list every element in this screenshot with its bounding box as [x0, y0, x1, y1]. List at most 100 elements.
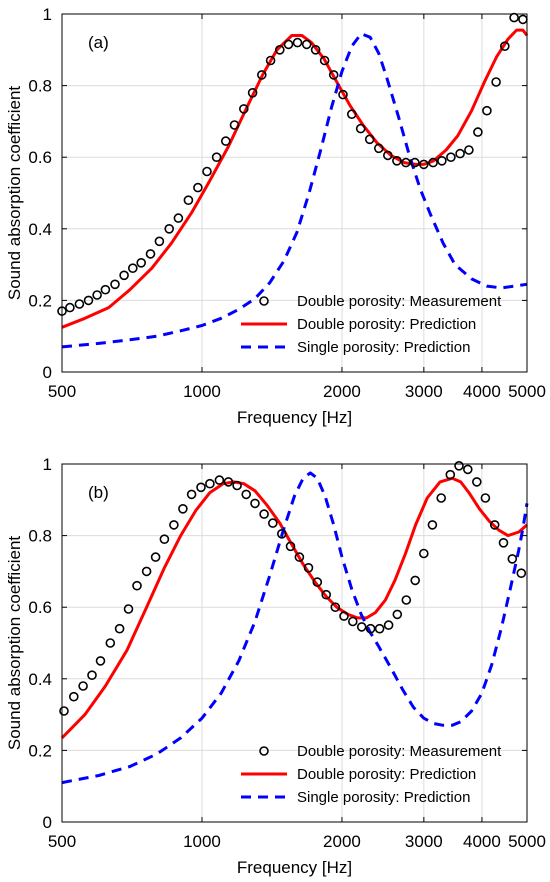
measurement-point	[154, 236, 165, 247]
measurement-point	[473, 127, 483, 137]
plot-area	[62, 464, 527, 822]
measurement-point	[436, 493, 447, 503]
measurement-point	[482, 105, 492, 116]
measurement-point	[95, 656, 106, 666]
measurement-point	[211, 152, 222, 162]
x-tick-label: 4000	[463, 382, 501, 401]
measurement-point	[338, 89, 348, 100]
measurement-point	[499, 41, 510, 52]
measurement-point	[150, 552, 161, 562]
measurement-point	[310, 44, 321, 55]
measurement-point	[202, 166, 212, 177]
measurement-point	[347, 616, 358, 627]
measurement-point	[292, 37, 303, 48]
x-tick-label: 1000	[183, 382, 221, 401]
y-tick-label: 0.4	[28, 220, 52, 239]
y-tick-label: 0.8	[28, 77, 52, 96]
measurement-point	[303, 562, 314, 573]
legend-entry-label: Single porosity: Prediction	[297, 339, 470, 356]
measurement-point	[259, 509, 269, 519]
measurement-point	[164, 224, 174, 234]
y-tick-label: 0.6	[28, 598, 52, 617]
measurement-point	[92, 290, 102, 300]
x-axis-label: Frequency [Hz]	[237, 858, 352, 877]
measurement-point	[498, 537, 509, 548]
measurement-point	[301, 39, 312, 50]
measurement-point	[489, 520, 500, 530]
measurement-point	[183, 195, 194, 205]
y-tick-label: 0.2	[28, 291, 52, 310]
measurement-point	[205, 478, 215, 489]
measurement-point	[356, 622, 367, 632]
measurement-point	[169, 520, 179, 530]
plot-area	[62, 14, 527, 372]
y-tick-label: 1	[43, 5, 52, 24]
measurement-point	[59, 706, 69, 716]
measurement-point	[229, 120, 240, 130]
double-porosity-prediction-line	[60, 476, 528, 739]
x-tick-label: 5000	[508, 832, 546, 851]
measurement-point	[285, 541, 296, 552]
measurement-point	[159, 534, 170, 545]
legend: Double porosity: Measurement Double poros…	[241, 743, 502, 806]
x-axis-label: Frequency [Hz]	[237, 408, 352, 427]
measurement-point	[214, 475, 225, 485]
x-tick-label: 500	[48, 832, 76, 851]
measurement-point	[110, 279, 120, 290]
legend-marker-measurement	[259, 746, 269, 756]
measurement-point	[516, 568, 527, 579]
measurement-point	[418, 548, 429, 559]
measurement-point	[365, 623, 376, 634]
x-tick-label: 3000	[405, 382, 443, 401]
x-tick-label: 5000	[508, 382, 546, 401]
measurement-point	[250, 498, 260, 509]
measurement-point	[428, 157, 438, 168]
chart-panel-a: 500 1000 2000 3000 4000 5000 0 0.2 0.4 0.6 0.8 1 Fre…	[5, 5, 546, 427]
measurement-point	[223, 477, 234, 487]
y-tick-label: 0.4	[28, 670, 52, 689]
x-tick-label: 4000	[463, 832, 501, 851]
axes-frame	[61, 13, 528, 373]
measurement-point	[382, 150, 393, 161]
measurement-point	[265, 55, 276, 66]
measurement-point	[410, 157, 420, 168]
measurement-point	[65, 302, 75, 313]
measurement-point	[283, 39, 294, 50]
measurement-point	[276, 528, 287, 539]
measurement-point	[427, 520, 438, 530]
panel-label: (a)	[88, 33, 109, 52]
y-axis-label: Sound absorption coefficient	[5, 86, 24, 301]
measurement-point	[373, 143, 384, 154]
measurement-point	[267, 518, 278, 528]
measurement-point	[455, 148, 465, 159]
measurement-point	[319, 55, 330, 66]
x-tick-label: 1000	[183, 832, 221, 851]
measurement-point	[312, 577, 323, 587]
double-porosity-prediction-line	[61, 28, 529, 329]
measurement-point	[132, 580, 142, 591]
measurement-point	[141, 566, 152, 577]
legend-entry-label: Double porosity: Prediction	[297, 316, 476, 333]
measurement-point	[119, 270, 129, 281]
measurement-point	[193, 182, 203, 193]
measurement-point	[355, 123, 366, 134]
measurement-point	[339, 611, 349, 621]
measurement-point	[437, 156, 447, 166]
legend-entry-label: Double porosity: Prediction	[297, 766, 476, 783]
legend-entry-label: Single porosity: Prediction	[297, 789, 470, 806]
measurement-point	[178, 503, 188, 514]
single-porosity-prediction-line	[61, 32, 528, 349]
x-tick-label: 3000	[405, 832, 443, 851]
measurement-point	[87, 670, 97, 681]
measurement-point	[321, 589, 332, 600]
measurement-point	[364, 134, 375, 145]
measurement-point	[330, 602, 341, 613]
measurement-point	[480, 493, 491, 503]
measurement-point	[221, 136, 231, 146]
measurement-point	[123, 604, 134, 614]
measurement-point	[136, 257, 146, 268]
legend-marker-measurement	[259, 296, 269, 306]
measurement-point	[83, 295, 94, 306]
y-tick-label: 0	[43, 813, 52, 832]
